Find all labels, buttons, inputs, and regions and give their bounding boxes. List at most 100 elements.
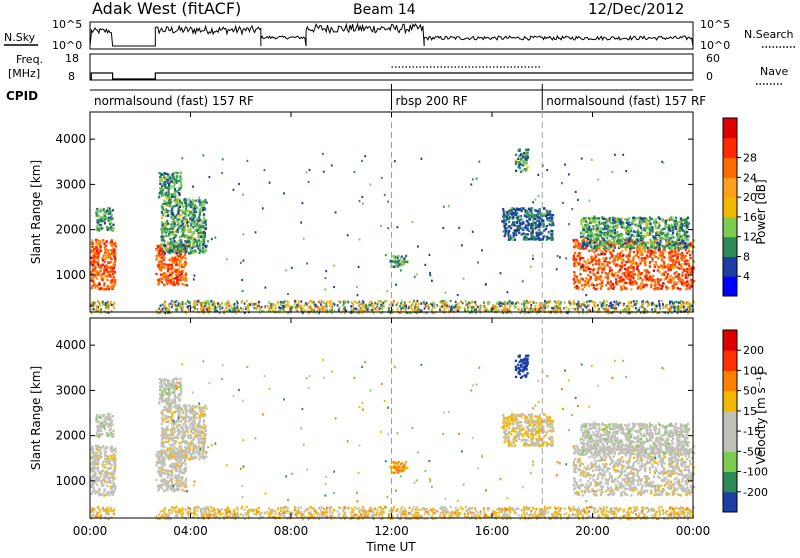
power-cell: [188, 308, 190, 310]
power-cell: [97, 243, 99, 245]
power-cell: [544, 300, 546, 302]
power-cell: [514, 239, 516, 241]
power-cell: [179, 303, 181, 305]
power-cell: [552, 238, 554, 240]
power-cell: [516, 230, 518, 232]
power-cell: [521, 303, 523, 305]
power-cell: [639, 259, 641, 261]
power-cell: [649, 303, 651, 305]
power-cell: [670, 259, 672, 261]
power-cell: [194, 307, 196, 309]
power-cell: [162, 206, 164, 208]
power-cell: [661, 274, 663, 276]
power-cell: [606, 308, 608, 310]
power-cell: [458, 227, 460, 229]
power-cell: [614, 246, 616, 248]
power-cell: [484, 308, 486, 310]
power-cell: [96, 270, 98, 272]
power-cell: [624, 239, 626, 241]
power-cell: [99, 211, 101, 213]
power-cell: [329, 305, 331, 307]
power-cell: [114, 261, 116, 263]
power-cell: [597, 269, 599, 271]
power-cell: [538, 229, 540, 231]
power-cell: [315, 305, 317, 307]
power-cell: [583, 233, 585, 235]
power-cell: [600, 266, 602, 268]
power-cell: [185, 199, 187, 201]
power-cell: [593, 287, 595, 289]
power-cell: [682, 219, 684, 221]
power-cell: [586, 301, 588, 303]
power-cell: [653, 270, 655, 272]
power-cell: [503, 218, 505, 220]
power-cell: [523, 238, 525, 240]
power-cell: [371, 301, 373, 303]
power-cell: [417, 245, 419, 247]
power-cell: [111, 243, 113, 245]
power-cell: [92, 301, 94, 303]
power-cell: [657, 269, 659, 271]
power-cell: [163, 194, 165, 196]
power-cell: [182, 250, 184, 252]
power-cell: [242, 290, 244, 292]
power-cell: [568, 223, 570, 225]
power-cell: [176, 182, 178, 184]
power-cell: [164, 228, 166, 230]
power-cell: [99, 302, 101, 304]
power-cell: [167, 215, 169, 217]
power-cell: [597, 272, 599, 274]
power-cell: [573, 278, 575, 280]
power-cell: [609, 225, 611, 227]
power-cell: [460, 306, 462, 308]
power-cell: [639, 307, 641, 309]
power-cell: [637, 287, 639, 289]
power-cell: [174, 193, 176, 195]
power-cell: [194, 249, 196, 251]
power-cell: [98, 251, 100, 253]
power-cell: [196, 207, 198, 209]
power-cell: [681, 252, 683, 254]
power-cell: [99, 243, 101, 245]
power-cell: [517, 219, 519, 221]
power-cell: [594, 306, 596, 308]
power-cell: [611, 171, 613, 173]
power-cell: [550, 237, 552, 239]
power-cell: [97, 285, 99, 287]
power-cell: [110, 301, 112, 303]
power-cell: [592, 273, 594, 275]
power-cell: [589, 271, 591, 273]
power-cell: [102, 301, 104, 303]
power-cell: [217, 302, 219, 304]
power-cell: [539, 208, 541, 210]
noise-tick-bottom-left: 10^0: [52, 39, 82, 52]
power-cell: [457, 303, 459, 305]
power-cell: [335, 211, 337, 213]
power-cell: [589, 235, 591, 237]
power-cell: [352, 305, 354, 307]
power-cell: [681, 274, 683, 276]
power-cell: [91, 287, 93, 289]
power-cell: [659, 244, 661, 246]
power-cell: [114, 282, 116, 284]
power-cell: [647, 305, 649, 307]
power-cell: [683, 255, 685, 257]
power-cell: [659, 218, 661, 220]
power-cell: [507, 234, 509, 236]
power-cell: [106, 241, 108, 243]
power-cell: [429, 272, 431, 274]
power-cell: [92, 277, 94, 279]
power-cell: [176, 261, 178, 263]
power-cell: [518, 232, 520, 234]
power-cell: [474, 306, 476, 308]
power-cell: [163, 182, 165, 184]
power-cell: [511, 302, 513, 304]
power-cell: [383, 302, 385, 304]
power-cell: [636, 234, 638, 236]
power-cell: [300, 300, 302, 302]
power-cell: [652, 235, 654, 237]
power-cell: [166, 220, 168, 222]
power-cell: [178, 211, 180, 213]
